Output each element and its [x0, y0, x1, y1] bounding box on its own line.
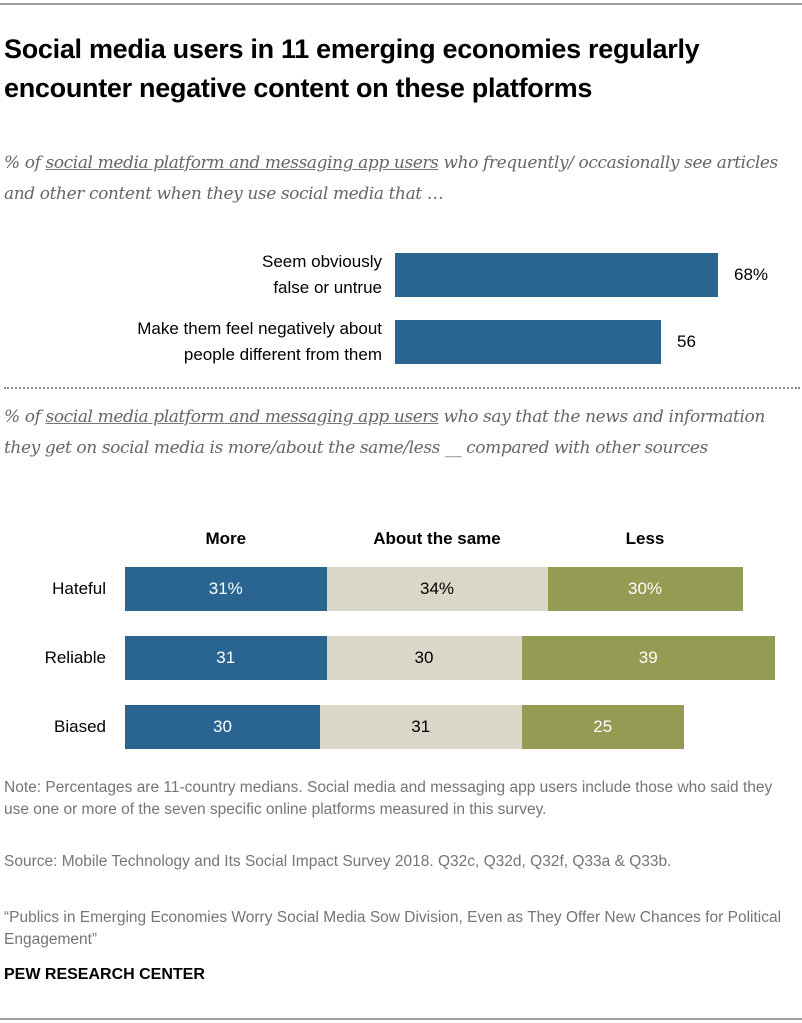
legend-about-the-same: About the same — [373, 529, 501, 548]
report-title: “Publics in Emerging Economies Worry Soc… — [4, 909, 782, 948]
note-text: Note: Percentages are 11-country medians… — [4, 779, 773, 818]
segment-value-label: 31 — [411, 717, 431, 736]
bar — [395, 320, 661, 364]
bar-segment-more: 31% — [125, 567, 327, 611]
section-divider — [4, 387, 800, 389]
bar-segment-more: 31 — [125, 636, 327, 680]
legend-less: Less — [625, 529, 665, 548]
row-label-hateful: Hateful — [52, 579, 106, 598]
segment-value-label: 31 — [216, 648, 236, 667]
bottom-rule — [0, 1018, 802, 1020]
subtitle-suffix: who frequently/ occasionally see article… — [4, 153, 778, 204]
source-text: Source: Mobile Technology and Its Social… — [4, 853, 672, 870]
subtitle-suffix: who say that the news and information th… — [4, 407, 765, 458]
top-rule — [0, 3, 802, 5]
segment-value-label: 30 — [213, 717, 232, 736]
row-label-reliable: Reliable — [44, 648, 106, 667]
bar-value-label: 56 — [677, 332, 696, 351]
legend-more: More — [205, 529, 247, 548]
segment-value-label: 31% — [208, 579, 243, 598]
section1-subtitle: % of social media platform and messaging… — [4, 148, 799, 210]
bar-segment-about-the-same: 34% — [326, 567, 548, 611]
bar-segment-less: 30% — [547, 567, 743, 611]
bar-segment-about-the-same: 31 — [320, 705, 522, 749]
bar-value-label: 68% — [734, 265, 769, 284]
bar-category-line: Seem obviously — [261, 252, 382, 271]
bar-segment-less: 39 — [521, 636, 775, 680]
subtitle-prefix: % of — [4, 153, 46, 173]
segment-value-label: 30 — [414, 648, 434, 667]
segment-value-label: 30% — [627, 579, 663, 598]
bar-segment-more: 30 — [125, 705, 320, 749]
subtitle-link[interactable]: social media platform and messaging app … — [45, 407, 439, 427]
segment-value-label: 39 — [638, 648, 658, 667]
pew-logo-text: PEW RESEARCH CENTER — [4, 966, 205, 983]
subtitle-link[interactable]: social media platform and messaging app … — [45, 153, 439, 173]
segment-value-label: 34% — [419, 579, 455, 598]
bar-category-line: Make them feel negatively about — [137, 319, 382, 338]
bar-category-label: Make them feel negatively about people di… — [137, 316, 382, 368]
bar-category-label: Seem obviously false or untrue — [262, 249, 382, 301]
bar-segment-less: 25 — [521, 705, 684, 749]
section2-subtitle: % of social media platform and messaging… — [4, 402, 799, 464]
bar-category-line: false or untrue — [273, 278, 382, 297]
segment-value-label: 25 — [593, 717, 613, 736]
subtitle-prefix: % of — [4, 407, 46, 427]
chart-title: Social media users in 11 emerging econom… — [4, 34, 700, 103]
bar-segment-about-the-same: 30 — [326, 636, 522, 680]
bar — [395, 253, 718, 297]
row-label-biased: Biased — [54, 717, 106, 736]
bar-category-line: people different from them — [183, 345, 382, 364]
